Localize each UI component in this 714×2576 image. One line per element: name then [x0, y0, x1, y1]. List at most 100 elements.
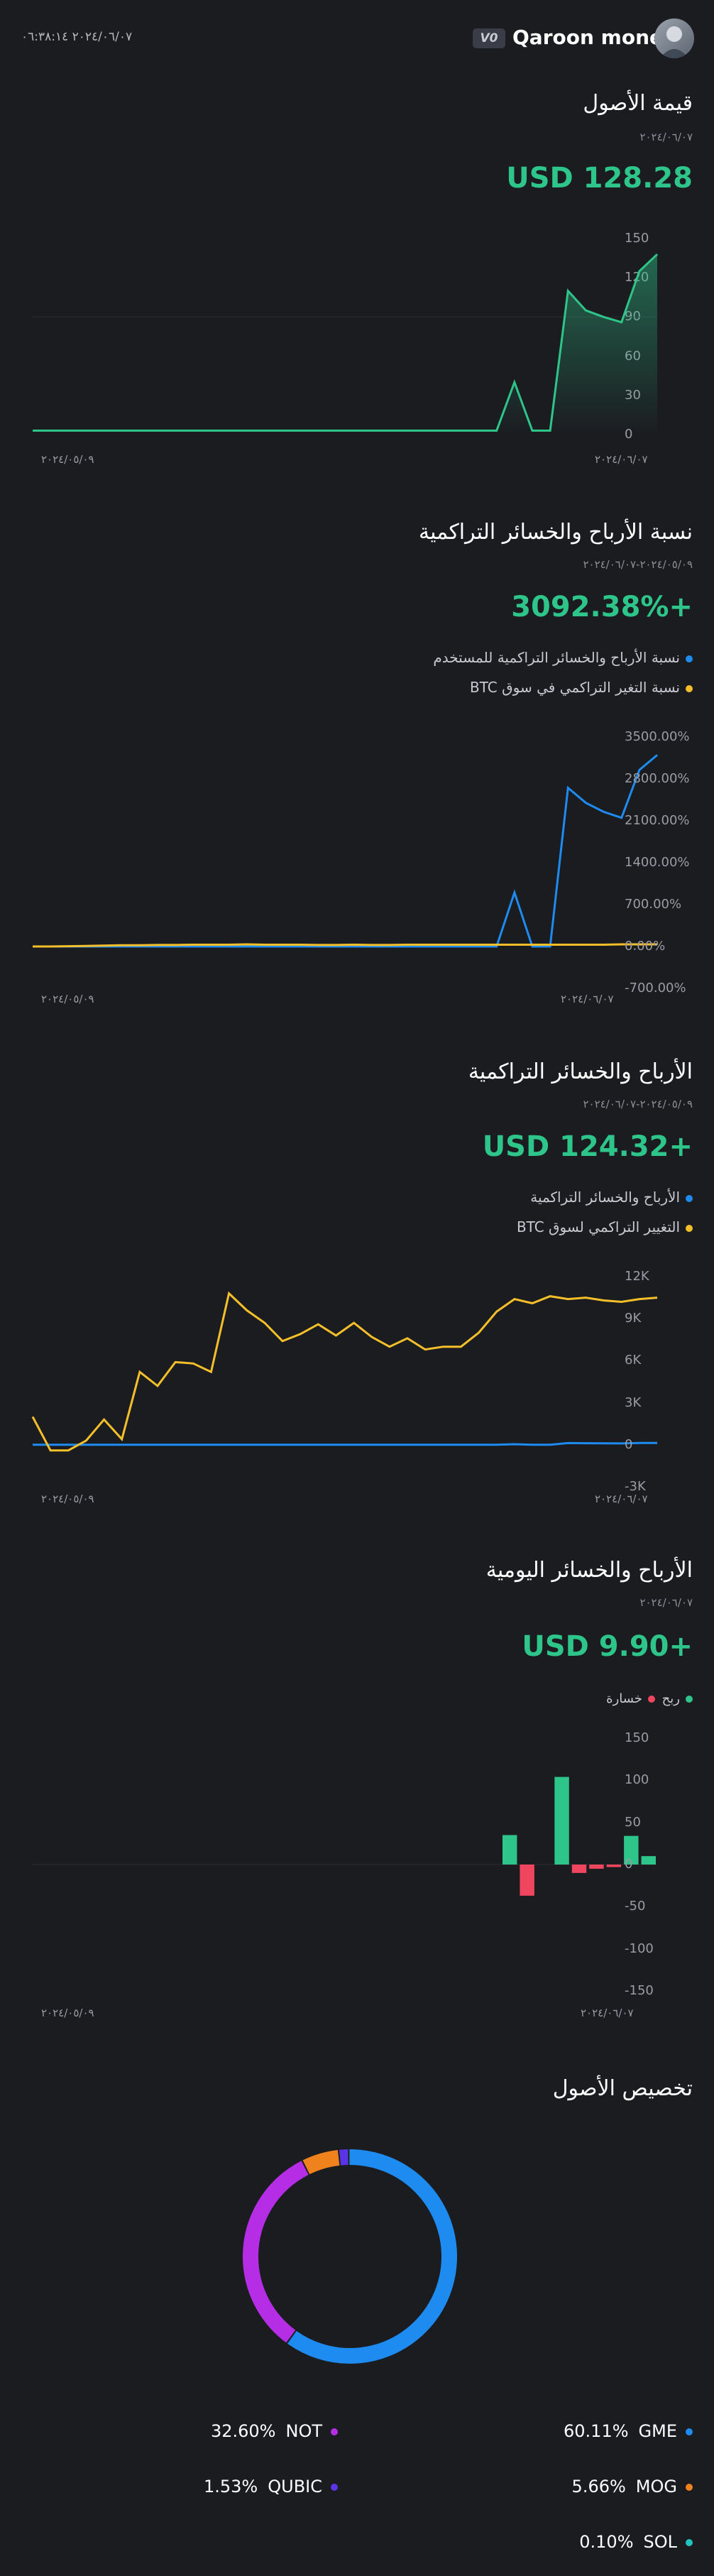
pnl-daily-x-start: ٢٠٢٤/٠٥/٠٩	[41, 2007, 94, 2019]
asset-value-line	[33, 253, 659, 432]
pnl-ratio-date: ٢٠٢٤/٠٥/٠٩-٢٠٢٤/٠٦/٠٧	[583, 558, 693, 571]
pnl-ratio-y-tick: 2800.00%	[625, 771, 690, 786]
pnl-ratio-btc-line	[33, 943, 657, 948]
pnl-cumulative-user-line	[33, 1441, 658, 1446]
allocation-asset-name: SOL	[643, 2532, 678, 2552]
pnl-daily-y-tick: 150	[625, 1730, 649, 1745]
asset-value-amount: USD 128.28	[506, 162, 693, 195]
loss-bar	[589, 1865, 604, 1869]
pnl-daily-title: الأرباح والخسائر اليومية	[485, 1558, 693, 1583]
legend-dot-yellow	[686, 1224, 693, 1232]
pnl-ratio-y-tick: 1400.00%	[625, 855, 690, 870]
allocation-item-gme: GME 60.11%	[564, 2421, 693, 2441]
legend-item-user-ratio: نسبة الأرباح والخسائر التراكمية للمستخدم	[125, 649, 693, 666]
header-datetime: ٢٠٢٤/٠٦/٠٧ ٠٦:٣٨:١٤	[21, 30, 133, 44]
asset-value-y-tick: 60	[625, 348, 641, 364]
asset-value-y-tick: 90	[625, 309, 641, 324]
allocation-asset-name: QUBIC	[268, 2477, 322, 2496]
donut-slice-mog	[243, 2149, 457, 2364]
pnl-ratio-value: +3092.38%	[511, 591, 693, 623]
asset-value-x-end: ٢٠٢٤/٠٦/٠٧	[595, 453, 648, 466]
asset-value-y-tick: 150	[625, 231, 649, 246]
loss-bar	[520, 1865, 534, 1896]
pnl-ratio-y-tick: 2100.00%	[625, 813, 690, 828]
donut-slice-gme	[243, 2149, 457, 2364]
profit-bar	[554, 1777, 569, 1865]
pnl-daily-y-tick: 0	[625, 1857, 633, 1872]
allocation-item-not: NOT 32.60%	[211, 2421, 338, 2441]
asset-value-x-start: ٢٠٢٤/٠٥/٠٩	[41, 453, 94, 466]
pnl-ratio-y-tick: 0.00%	[625, 939, 666, 954]
allocation-title: تخصيص الأصول	[552, 2076, 693, 2101]
donut-slice-not	[243, 2149, 457, 2364]
allocation-item-sol: SOL 0.10%	[579, 2532, 693, 2552]
pnl-ratio-y-tick: -700.00%	[625, 981, 686, 995]
allocation-dot	[686, 2428, 693, 2435]
pnl-ratio-x-start: ٢٠٢٤/٠٥/٠٩	[41, 993, 94, 1005]
pnl-daily-y-tick: 100	[625, 1772, 649, 1788]
asset-value-title: قيمة الأصول	[583, 91, 693, 116]
pnl-cumulative-value: +USD 124.32	[482, 1130, 693, 1163]
profit-bar	[641, 1856, 656, 1865]
app-name: Qaroon money	[512, 26, 676, 49]
allocation-item-qubic: QUBIC 1.53%	[204, 2477, 338, 2496]
pnl-daily-y-tick: -50	[625, 1899, 646, 1914]
pnl-daily-y-tick: 50	[625, 1814, 641, 1830]
pnl-cumulative-y-tick: -3K	[625, 1479, 646, 1494]
allocation-asset-name: NOT	[285, 2421, 322, 2441]
allocation-dot	[686, 2484, 693, 2491]
allocation-dot	[331, 2484, 338, 2491]
pnl-daily-y-tick: -150	[625, 1983, 654, 1998]
legend-profit-label: ربح	[661, 1691, 680, 1706]
loss-bar	[606, 1865, 622, 1867]
asset-value-y-tick: 0	[625, 427, 633, 442]
pnl-ratio-user-line	[33, 754, 658, 948]
pnl-cumulative-btc-line	[31, 1291, 658, 1452]
pnl-daily-x-end: ٢٠٢٤/٠٦/٠٧	[581, 2007, 634, 2019]
pnl-cumulative-y-tick: 9K	[625, 1311, 642, 1326]
legend-dot-blue	[686, 1194, 693, 1202]
pnl-cumulative-y-tick: 12K	[625, 1269, 649, 1284]
pnl-cumulative-y-tick: 6K	[625, 1353, 642, 1368]
allocation-percent: 60.11%	[564, 2421, 629, 2441]
legend-item-btc-ratio: نسبة التغير التراكمي في سوق BTC	[125, 679, 693, 696]
legend-dot-green	[686, 1696, 693, 1703]
asset-value-area	[33, 254, 657, 435]
asset-value-y-tick: 30	[625, 387, 641, 403]
allocation-asset-name: GME	[638, 2421, 677, 2441]
legend-item-btc-cumulative: التغيير التراكمي لسوق BTC	[125, 1218, 693, 1235]
pnl-daily-value: +USD 9.90	[522, 1630, 693, 1663]
asset-value-y-tick: 120	[625, 270, 649, 285]
pnl-daily-date: ٢٠٢٤/٠٦/٠٧	[639, 1596, 693, 1609]
avatar[interactable]	[654, 18, 694, 58]
allocation-percent: 1.53%	[203, 2477, 258, 2496]
allocation-dot	[331, 2428, 338, 2435]
allocation-percent: 0.10%	[579, 2532, 634, 2552]
pnl-cumulative-title: الأرباح والخسائر التراكمية	[468, 1059, 693, 1084]
allocation-item-mog: MOG 5.66%	[572, 2477, 693, 2496]
legend-dot-blue	[686, 655, 693, 662]
pnl-ratio-y-tick: 700.00%	[625, 897, 682, 912]
pnl-cumulative-y-tick: 3K	[625, 1395, 642, 1410]
pnl-daily-y-tick: -100	[625, 1941, 654, 1956]
user-avatar-icon	[660, 26, 688, 58]
asset-value-date: ٢٠٢٤/٠٦/٠٧	[639, 131, 693, 143]
pnl-ratio-title: نسبة الأرباح والخسائر التراكمية	[419, 520, 693, 545]
loss-bar	[571, 1865, 587, 1873]
allocation-asset-name: MOG	[635, 2477, 677, 2496]
daily-legend: ربح خسارة	[125, 1691, 693, 1706]
legend-item-cumulative: الأرباح والخسائر التراكمية	[125, 1189, 693, 1206]
pnl-ratio-x-end: ٢٠٢٤/٠٦/٠٧	[561, 993, 614, 1005]
allocation-percent: 32.60%	[210, 2421, 276, 2441]
pnl-ratio-y-tick: 3500.00%	[625, 729, 690, 744]
allocation-dot	[686, 2539, 693, 2546]
pnl-cumulative-x-start: ٢٠٢٤/٠٥/٠٩	[41, 1492, 94, 1505]
allocation-percent: 5.66%	[571, 2477, 626, 2496]
version-badge: V0	[473, 28, 505, 48]
legend-dot-red	[647, 1696, 655, 1703]
legend-loss-label: خسارة	[606, 1691, 642, 1706]
legend-dot-yellow	[686, 684, 693, 692]
pnl-cumulative-x-end: ٢٠٢٤/٠٦/٠٧	[595, 1492, 648, 1505]
donut-slice-qubic	[243, 2149, 457, 2364]
